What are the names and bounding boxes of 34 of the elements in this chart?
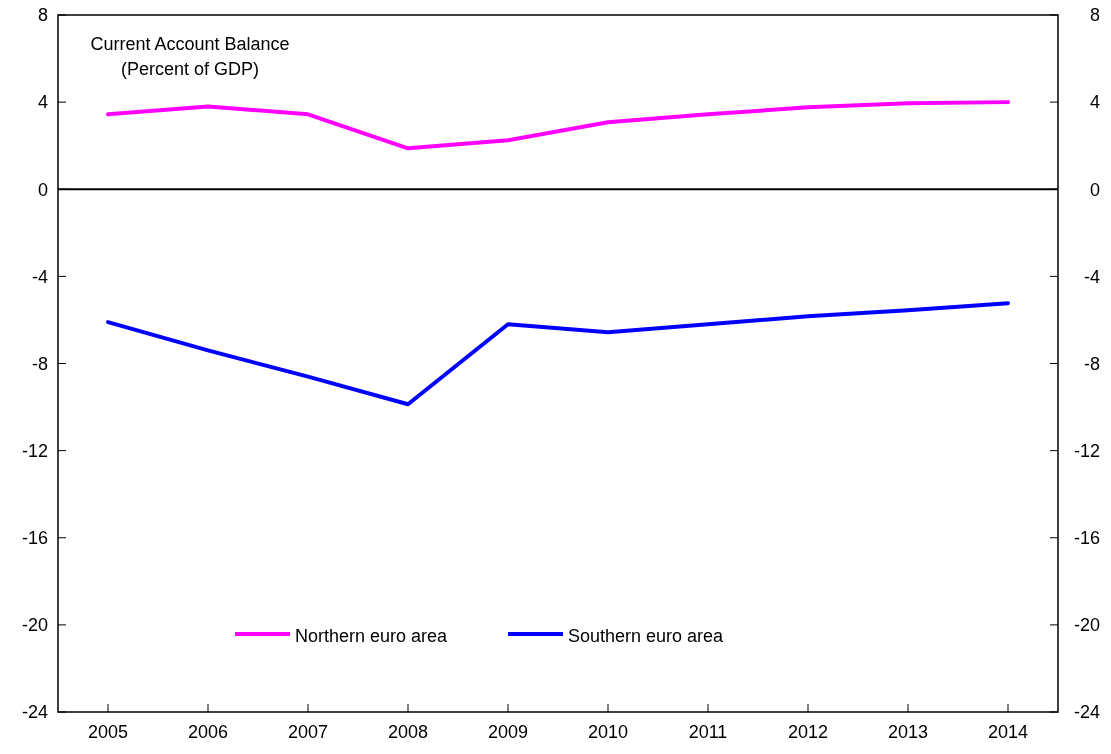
line-series: [106, 100, 1010, 151]
y2-tick-label: -8: [1083, 353, 1100, 374]
x-tick-label: 2006: [187, 722, 229, 742]
y2-tick-label: -24: [1073, 702, 1100, 723]
y2-tick-label: -16: [1073, 528, 1100, 549]
legend-label: Southern euro area: [568, 626, 725, 647]
text: Current Account Balance: [90, 34, 290, 54]
x-tick-label: 2007: [287, 722, 329, 742]
y-tick-label: -24: [21, 702, 48, 723]
x-tick-label: 2012: [787, 722, 829, 742]
y-tick-label: -20: [21, 615, 48, 636]
y-tick-label: 4: [37, 92, 48, 113]
y-tick-label: -8: [31, 353, 48, 374]
y2-tick-label: 4: [1089, 92, 1100, 113]
y2-tick-label: -20: [1073, 615, 1100, 636]
x-tick-label: 2009: [487, 722, 529, 742]
y-tick-label: 8: [37, 5, 48, 26]
y2-tick-label: 0: [1089, 179, 1100, 200]
y2-tick-label: -4: [1083, 266, 1100, 287]
y-tick-label: -16: [21, 528, 48, 549]
x-tick-label: 2013: [887, 722, 929, 742]
y-tick-label: -4: [31, 266, 48, 287]
x-tick-label: 2014: [987, 722, 1029, 742]
text: (Percent of GDP): [120, 59, 260, 79]
x-tick-label: 2005: [87, 722, 129, 742]
y-tick-label: 0: [37, 179, 48, 200]
legend-label: Northern euro area: [295, 626, 449, 647]
x-tick-label: 2010: [587, 722, 629, 742]
y2-tick-label: 8: [1089, 5, 1100, 26]
x-tick-label: 2008: [387, 722, 429, 742]
y-tick-label: -12: [21, 440, 48, 461]
y2-tick-label: -12: [1073, 440, 1100, 461]
x-tick-label: 2011: [688, 722, 728, 742]
line-series: [106, 301, 1010, 407]
